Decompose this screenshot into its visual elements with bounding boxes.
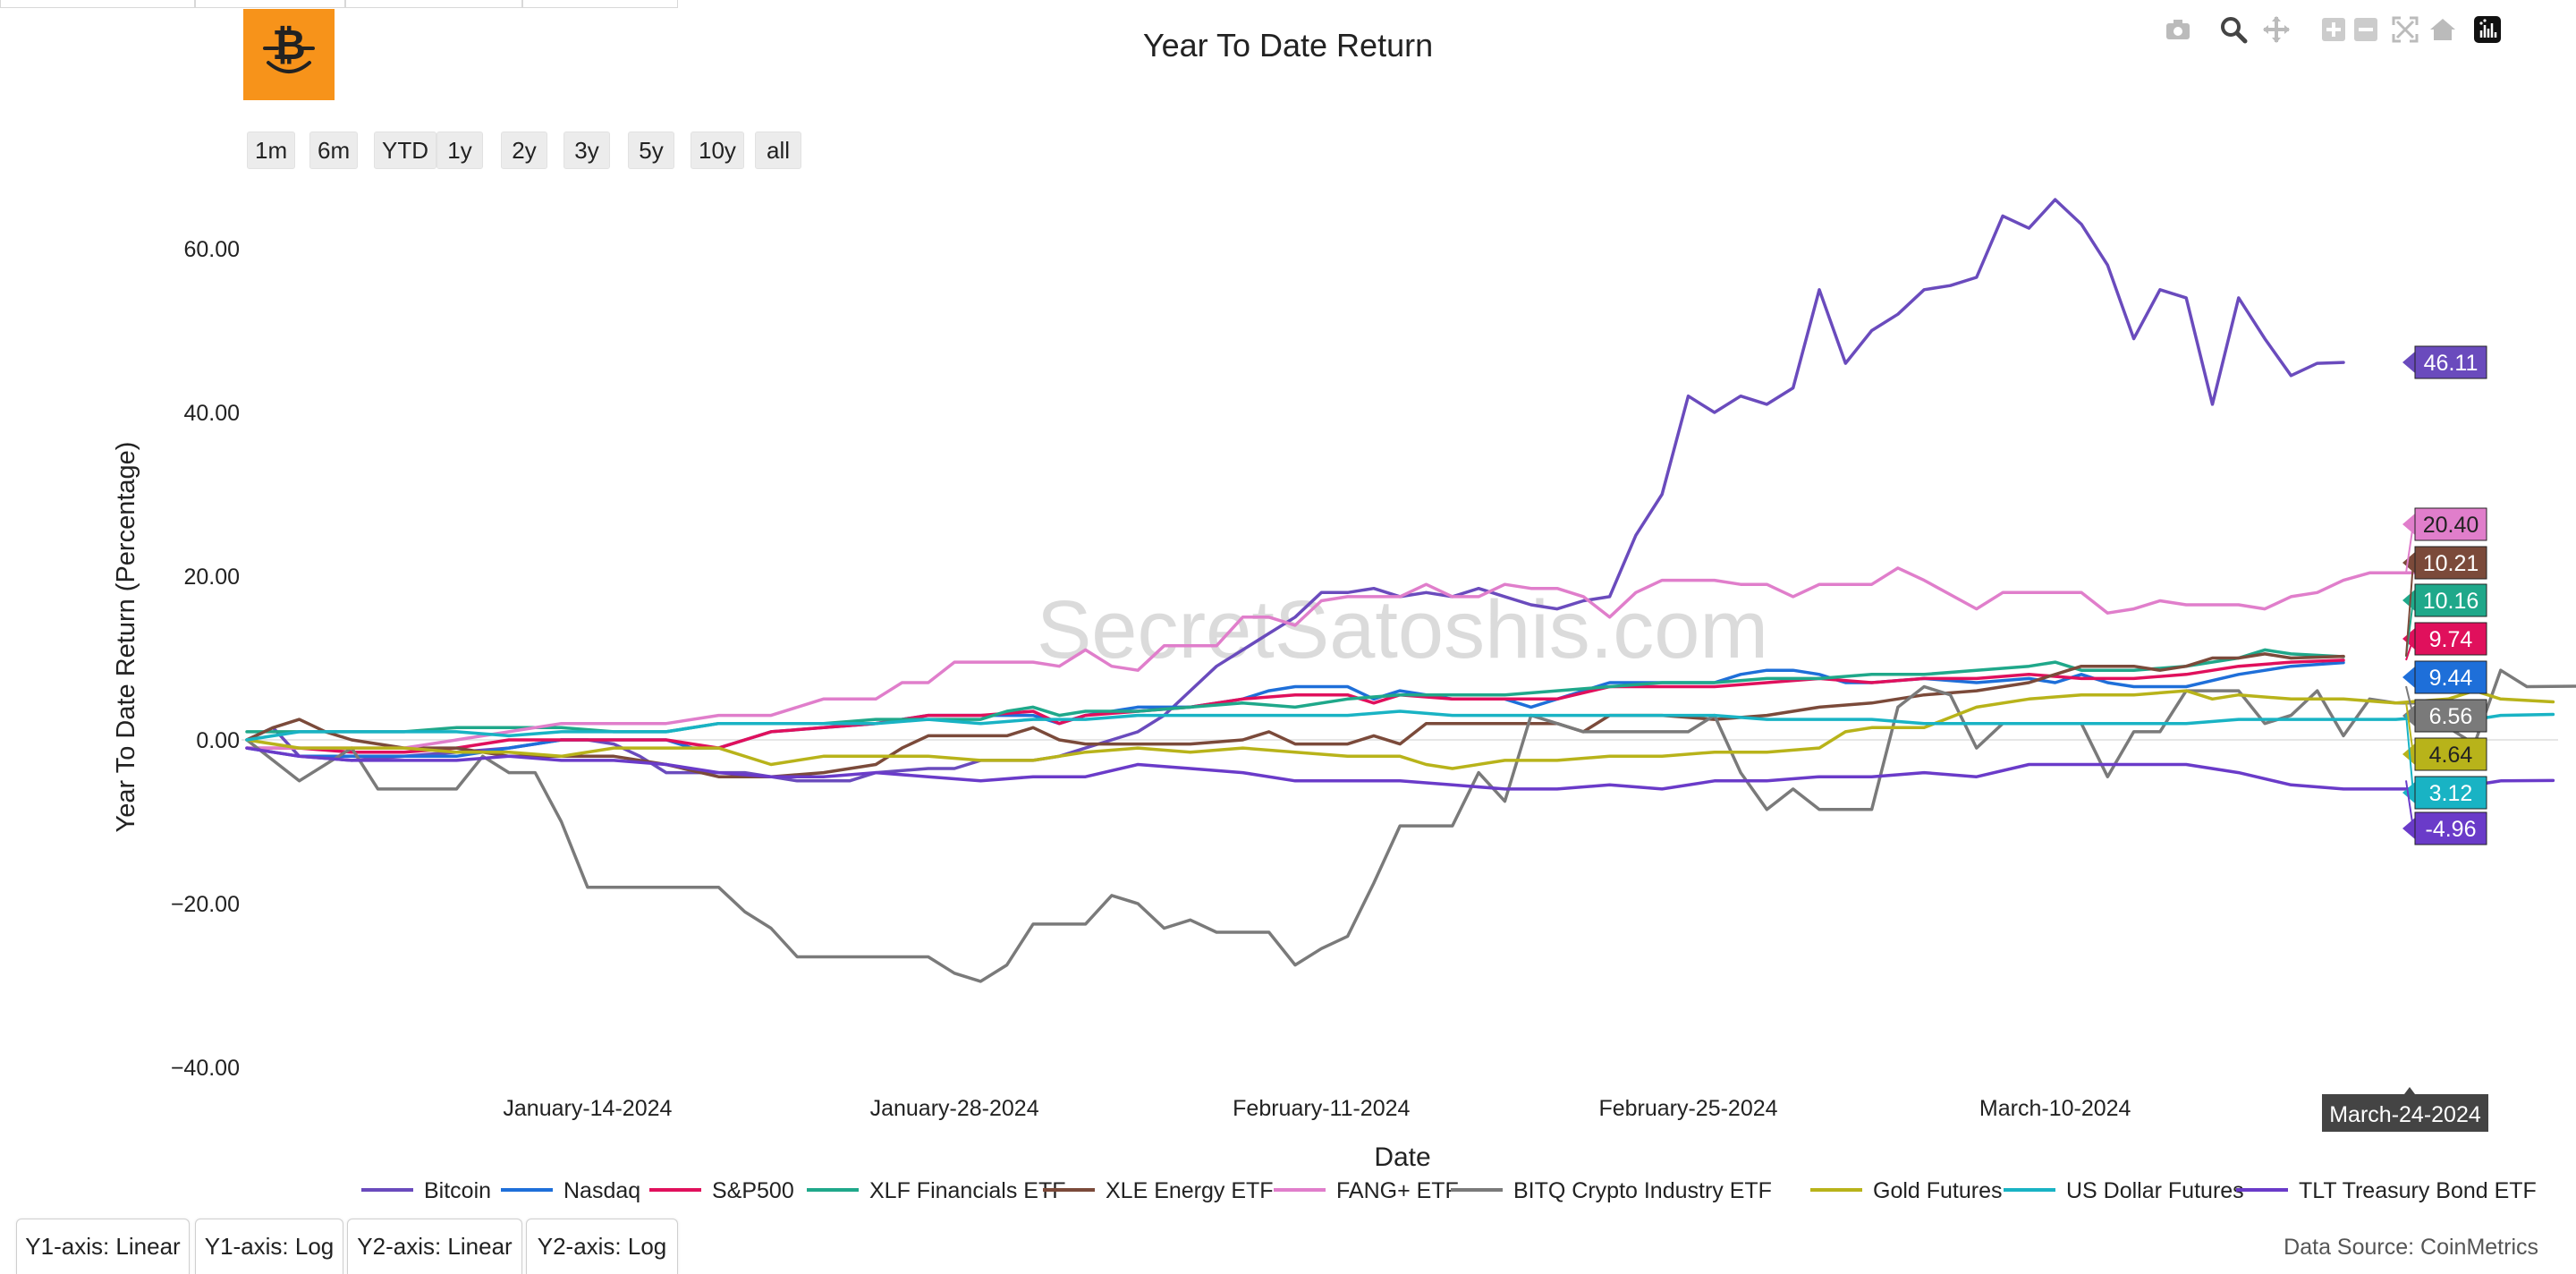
- y-tick-label: 40.00: [183, 401, 240, 426]
- axis-tab-y1-axis-linear[interactable]: Y1-axis: Linear: [16, 1219, 190, 1274]
- legend-label: XLE Energy ETF: [1106, 1178, 1274, 1203]
- value-label-us-dollar-futures: 3.12: [2402, 714, 2487, 810]
- legend-label: Bitcoin: [424, 1178, 491, 1203]
- pan-icon[interactable]: [2261, 14, 2292, 45]
- legend-item-tlt-treasury-bond-etf[interactable]: TLT Treasury Bond ETF: [2236, 1178, 2537, 1203]
- range-button-1y[interactable]: 1y: [436, 132, 483, 169]
- legend-label: FANG+ ETF: [1336, 1178, 1459, 1203]
- value-label-text: -4.96: [2426, 817, 2477, 842]
- value-label-nasdaq: 9.44: [2402, 660, 2487, 694]
- value-label-text: 9.74: [2429, 627, 2473, 652]
- zoom-icon[interactable]: [2218, 14, 2249, 45]
- hover-date-label: March-24-2024: [2322, 1087, 2488, 1132]
- value-label-bitcoin: 46.11: [2402, 345, 2487, 379]
- axis-tab-y1-axis-log[interactable]: Y1-axis: Log: [195, 1219, 343, 1274]
- bitcoin-logo: ₿: [243, 9, 335, 100]
- value-label-text: 3.12: [2429, 781, 2473, 806]
- hover-date-text: March-24-2024: [2329, 1102, 2481, 1127]
- range-button-6m[interactable]: 6m: [309, 132, 359, 169]
- value-label-s-p500: 9.74: [2402, 622, 2487, 661]
- legend-item-us-dollar-futures[interactable]: US Dollar Futures: [2004, 1178, 2244, 1203]
- value-label-text: 4.64: [2429, 743, 2473, 768]
- legend-item-bitcoin[interactable]: Bitcoin: [361, 1178, 491, 1203]
- x-tick-label: February-11-2024: [1233, 1096, 1410, 1121]
- svg-text:₿: ₿: [272, 21, 306, 69]
- value-label-gold-futures: 4.64: [2402, 701, 2487, 771]
- legend-label: TLT Treasury Bond ETF: [2299, 1178, 2537, 1203]
- series-line-gold-futures[interactable]: [245, 689, 2555, 770]
- legend-item-gold-futures[interactable]: Gold Futures: [1810, 1178, 2003, 1203]
- x-tick-label: March-10-2024: [1979, 1096, 2131, 1121]
- y-tick-label: −20.00: [171, 892, 240, 917]
- range-button-ytd[interactable]: YTD: [374, 132, 436, 169]
- chart-title: Year To Date Return: [1143, 27, 1433, 64]
- plotly-logo-icon[interactable]: [2472, 14, 2503, 45]
- zoom-in-icon[interactable]: [2318, 14, 2349, 45]
- series-line-us-dollar-futures[interactable]: [245, 709, 2555, 742]
- range-button-2y[interactable]: 2y: [501, 132, 547, 169]
- top-tab-stub: [195, 0, 345, 8]
- series-line-fang-etf[interactable]: [245, 566, 2424, 750]
- series-line-tlt-treasury-bond-etf[interactable]: [245, 746, 2555, 791]
- y-axis-title: Year To Date Return (Percentage): [112, 442, 140, 833]
- axis-tab-y2-axis-log[interactable]: Y2-axis: Log: [526, 1219, 678, 1274]
- legend-label: US Dollar Futures: [2066, 1178, 2244, 1203]
- legend-label: Nasdaq: [564, 1178, 640, 1203]
- legend-item-bitq-crypto-industry-etf[interactable]: BITQ Crypto Industry ETF: [1451, 1178, 1772, 1203]
- value-label-text: 9.44: [2429, 666, 2473, 691]
- value-label-tlt-treasury-bond-etf: -4.96: [2402, 780, 2487, 845]
- range-button-5y[interactable]: 5y: [628, 132, 674, 169]
- y-tick-label: 60.00: [183, 237, 240, 262]
- legend-item-fang-etf[interactable]: FANG+ ETF: [1274, 1178, 1459, 1203]
- value-label-text: 6.56: [2429, 704, 2473, 729]
- legend-label: BITQ Crypto Industry ETF: [1513, 1178, 1772, 1203]
- range-button-all[interactable]: all: [755, 132, 801, 169]
- legend-label: Gold Futures: [1873, 1178, 2003, 1203]
- bitcoin-face-icon: ₿: [243, 9, 335, 100]
- legend-item-xle-energy-etf[interactable]: XLE Energy ETF: [1043, 1178, 1274, 1203]
- home-icon[interactable]: [2428, 14, 2458, 45]
- legend-item-nasdaq[interactable]: Nasdaq: [501, 1178, 640, 1203]
- series-line-xle-energy-etf[interactable]: [245, 652, 2345, 778]
- x-tick-label: January-28-2024: [870, 1096, 1039, 1121]
- x-axis-title: Date: [1374, 1142, 1430, 1172]
- top-tab-stub: [345, 0, 522, 8]
- series-line-nasdaq[interactable]: [245, 660, 2345, 759]
- range-button-3y[interactable]: 3y: [564, 132, 610, 169]
- value-label-text: 20.40: [2423, 513, 2479, 538]
- range-button-1m[interactable]: 1m: [247, 132, 296, 169]
- legend-item-xlf-financials-etf[interactable]: XLF Financials ETF: [807, 1178, 1066, 1203]
- autoscale-icon[interactable]: [2390, 14, 2420, 45]
- value-label-text: 46.11: [2424, 351, 2479, 376]
- y-tick-label: −40.00: [171, 1056, 240, 1081]
- zoom-out-icon[interactable]: [2351, 14, 2381, 45]
- value-label-fang-etf: 20.40: [2402, 507, 2487, 573]
- watermark-text: SecretSatoshis.com: [1037, 584, 1768, 675]
- legend-label: XLF Financials ETF: [869, 1178, 1066, 1203]
- camera-icon[interactable]: [2163, 14, 2193, 45]
- x-tick-label: February-25-2024: [1598, 1096, 1777, 1121]
- data-source-text: Data Source: CoinMetrics: [2284, 1235, 2538, 1260]
- range-button-10y[interactable]: 10y: [691, 132, 744, 169]
- value-label-text: 10.16: [2423, 589, 2479, 614]
- top-tab-stub: [522, 0, 678, 8]
- legend-label: S&P500: [712, 1178, 794, 1203]
- series-line-bitq-crypto-industry-etf[interactable]: [245, 668, 2576, 983]
- axis-tab-y2-axis-linear[interactable]: Y2-axis: Linear: [347, 1219, 522, 1274]
- legend-item-s-p500[interactable]: S&P500: [649, 1178, 794, 1203]
- value-label-xle-energy-etf: 10.21: [2402, 546, 2487, 657]
- x-tick-label: January-14-2024: [503, 1096, 672, 1121]
- y-tick-label: 0.00: [196, 728, 240, 753]
- series-line-s-p500[interactable]: [245, 658, 2345, 754]
- y-tick-label: 20.00: [183, 565, 240, 590]
- value-label-text: 10.21: [2423, 551, 2479, 576]
- top-tab-stub: [0, 0, 195, 8]
